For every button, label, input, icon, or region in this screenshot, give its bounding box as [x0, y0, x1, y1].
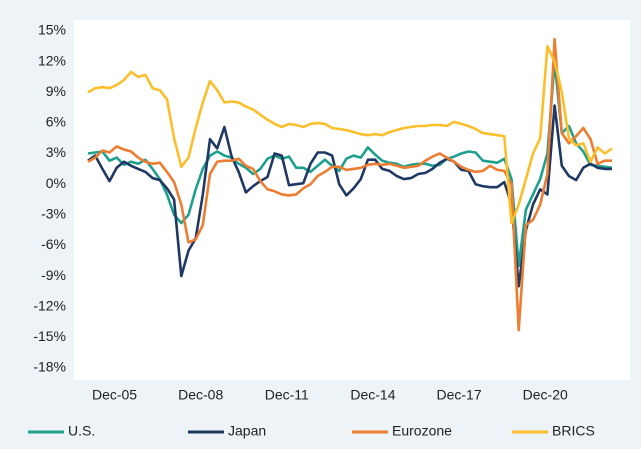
x-tick-label: Dec-14 — [350, 387, 395, 403]
series-line — [87, 45, 613, 225]
y-tick-label: -12% — [33, 297, 66, 313]
y-tick-label: 6% — [46, 114, 66, 130]
x-tick-label: Dec-20 — [523, 387, 568, 403]
series-line — [87, 37, 612, 332]
legend-label: Eurozone — [392, 423, 452, 439]
y-tick-label: 0% — [46, 175, 66, 191]
plot-area — [74, 20, 630, 380]
x-tick-label: Dec-17 — [437, 387, 482, 403]
y-tick-label: -9% — [41, 267, 66, 283]
x-tick-label: Dec-11 — [265, 387, 309, 403]
y-tick-label: -6% — [41, 236, 66, 252]
y-tick-label: -18% — [33, 359, 66, 375]
legend-label: U.S. — [68, 423, 95, 439]
y-tick-label: 15% — [38, 22, 66, 38]
y-tick-label: 9% — [46, 83, 66, 99]
y-tick-label: 3% — [46, 144, 66, 160]
x-tick-label: Dec-08 — [178, 387, 223, 403]
y-tick-label: -3% — [41, 206, 66, 222]
legend-label: Japan — [228, 423, 266, 439]
y-tick-label: -15% — [33, 328, 66, 344]
legend-label: BRICS — [552, 423, 595, 439]
y-tick-label: 12% — [38, 52, 66, 68]
x-tick-label: Dec-05 — [92, 387, 137, 403]
